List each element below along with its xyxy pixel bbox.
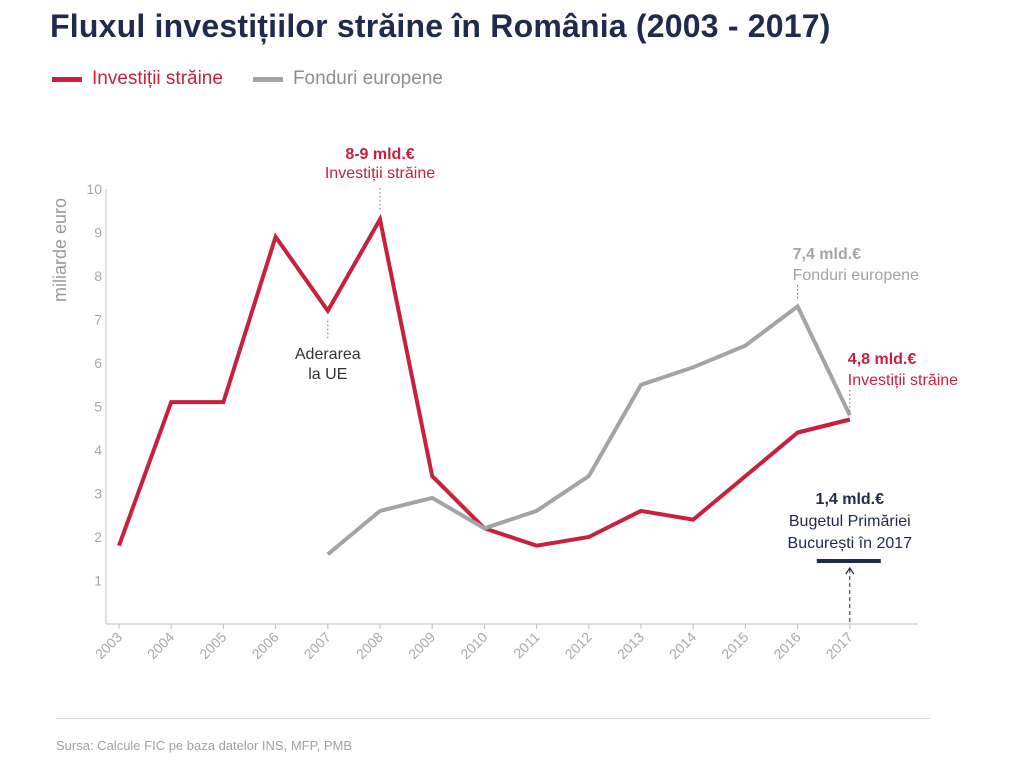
x-tick-label: 2015 [718,629,751,662]
y-tick-label: 2 [94,529,102,545]
source-divider [56,718,930,719]
source-note: Sursa: Calcule FIC pe baza datelor INS, … [56,738,352,753]
y-axis-label: miliarde euro [50,198,70,302]
x-tick-label: 2010 [457,629,490,662]
y-tick-label: 9 [94,225,102,241]
annotation-value-peak-2008: 8-9 mld.€ [345,146,414,163]
legend-swatch-eu-funds [252,76,283,82]
x-tick-label: 2011 [510,629,543,662]
budget-arrow-head [845,566,855,575]
legend-swatch-foreign-investment [52,76,82,82]
x-tick-label: 2017 [823,629,856,662]
annotation-value-eu-funds-2016: 7,4 mld.€ [793,246,862,263]
series-line-eu-funds [326,303,852,556]
y-tick-label: 6 [94,355,102,371]
y-tick-label: 1 [94,573,102,589]
y-tick-label: 3 [94,486,102,502]
x-tick-label: 2013 [614,629,647,662]
x-tick-label: 2003 [92,629,125,662]
y-tick-label: 8 [94,268,102,284]
x-tick-label: 2008 [353,629,386,662]
line-chart: 1 2 3 4 5 6 7 8 9 10 miliarde euro 2003 2004 2005 2006… [50,146,958,662]
chart-title: Fluxul investițiilor străine în România … [50,8,831,44]
annotation-label-eu-funds-2016: Fonduri europene [793,267,919,284]
legend: Investiții străine Fonduri europene [52,68,443,90]
annotation-label-eu-accession-line1: Aderarea [295,346,361,363]
annotation-label-budget-line1: Bugetul Primăriei [789,513,911,530]
annotation-value-budget: 1,4 mld.€ [816,491,885,508]
annotation-label-peak-2008: Investiții străine [325,165,435,182]
x-tick-label: 2006 [248,629,281,662]
x-tick-label: 2005 [196,629,229,662]
annotation-label-foreign-2017: Investiții străine [848,372,958,389]
annotation-label-eu-accession-line2: la UE [308,366,347,383]
legend-item-eu-funds: Fonduri europene [252,68,443,90]
legend-label-eu-funds: Fonduri europene [292,68,443,89]
legend-label-foreign-investment: Investiții străine [92,68,223,89]
series-segment-foreign-2017 [797,417,851,435]
series-line-foreign-investment [117,213,851,548]
y-tick-label: 7 [94,312,102,328]
y-tick-label: 5 [94,399,102,415]
y-tick-label: 10 [86,181,102,197]
x-tick-label: 2004 [144,629,177,662]
annotation-value-foreign-2017: 4,8 mld.€ [848,351,917,368]
x-tick-label: 2009 [405,629,438,662]
x-tick-label: 2016 [770,629,803,662]
x-tick-label: 2012 [562,629,595,662]
annotation-label-budget-line2: București în 2017 [788,535,913,552]
x-tick-label: 2014 [666,629,699,662]
legend-item-foreign-investment: Investiții străine [52,68,223,90]
x-tick-label: 2007 [301,629,334,662]
y-tick-label: 4 [94,442,102,458]
